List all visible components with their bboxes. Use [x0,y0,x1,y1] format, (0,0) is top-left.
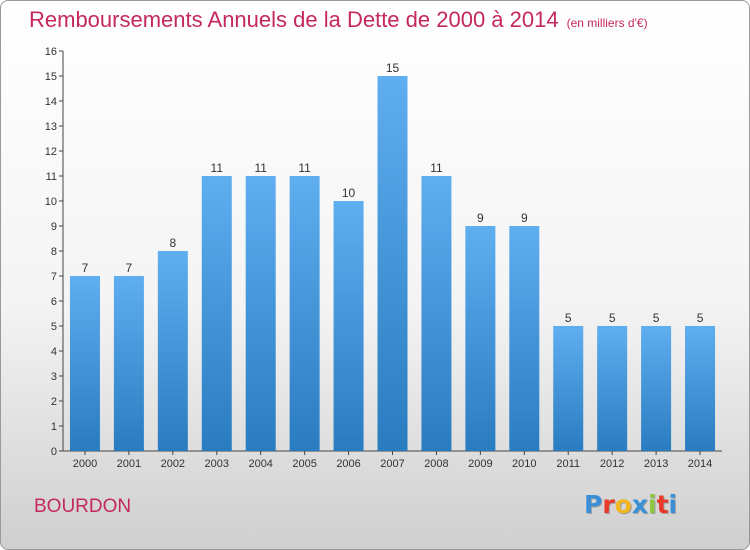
x-tick-label: 2009 [468,458,492,470]
y-tick-label: 11 [46,171,57,183]
x-tick-label: 2002 [161,458,185,470]
x-tick-label: 2014 [688,458,712,470]
bar-2012 [597,326,628,451]
data-labels: 7 7 8 11 11 11 10 15 11 9 9 5 5 5 5 [82,61,704,325]
x-tick-label: 2006 [336,458,360,470]
logo-letter: t [656,490,669,519]
data-label-2000: 7 [82,261,89,275]
logo-letter: i [668,490,678,519]
y-tick-label: 10 [45,196,57,208]
bar-2000 [69,276,100,451]
y-tick-label: 3 [51,371,57,383]
x-tick-label: 2011 [556,458,580,470]
y-tick-label: 4 [51,346,57,358]
y-tick-label: 14 [45,96,57,108]
logo-letter: i [648,490,657,519]
y-tick-label: 15 [45,71,57,83]
title-text: Remboursements Annuels de la Dette de 20… [29,7,559,32]
x-tick-label: 2013 [644,458,668,470]
data-label-2014: 5 [697,311,704,325]
y-tick-label: 1 [51,421,57,433]
bar-2007 [377,76,408,451]
y-tick-label: 6 [51,296,57,308]
x-tick-label: 2000 [73,458,97,470]
data-label-2007: 15 [386,61,400,75]
x-tick-label: 2001 [117,458,141,470]
data-label-2006: 10 [342,186,356,200]
y-tick-label: 16 [45,46,57,58]
y-tick-label: 0 [51,446,57,458]
data-label-2001: 7 [126,261,133,275]
y-tick-label: 8 [51,246,57,258]
x-tick-label: 2010 [512,458,536,470]
y-tick-label: 13 [45,121,57,133]
chart-title: Remboursements Annuels de la Dette de 20… [29,7,648,33]
bar-2013 [641,326,672,451]
data-label-2005: 11 [298,161,311,175]
bar-2002 [157,251,188,451]
y-tick-label: 9 [51,221,57,233]
x-tick-label: 2007 [380,458,404,470]
bar-2004 [245,176,276,451]
y-tick-label: 2 [51,396,57,408]
x-tick-label: 2005 [292,458,316,470]
bar-2005 [289,176,320,451]
y-tick-label: 7 [51,271,57,283]
data-label-2011: 5 [565,311,572,325]
bar-2011 [553,326,584,451]
x-tick-label: 2012 [600,458,624,470]
x-tick-label: 2003 [205,458,229,470]
logo-letter: x [631,490,648,519]
bars [69,76,716,451]
y-tick-label: 5 [51,321,57,333]
proxiti-logo: Proxiti [584,490,677,519]
data-label-2013: 5 [653,311,660,325]
bar-2014 [685,326,716,451]
logo-letter: r [602,490,615,519]
data-label-2004: 11 [254,161,267,175]
data-label-2008: 11 [430,161,443,175]
y-tick-label: 12 [45,146,57,158]
data-label-2012: 5 [609,311,616,325]
bar-2006 [333,201,364,451]
bar-2003 [201,176,232,451]
logo-letter: P [584,490,603,519]
bar-2009 [465,226,496,451]
logo-letter: o [614,490,632,519]
data-label-2002: 8 [169,236,176,250]
bar-2008 [421,176,452,451]
bar-2001 [113,276,144,451]
x-tick-label: 2008 [424,458,448,470]
commune-name: BOURDON [34,496,132,517]
data-label-2003: 11 [211,161,224,175]
data-label-2009: 9 [477,211,484,225]
data-label-2010: 9 [521,211,528,225]
x-tick-label: 2004 [248,458,272,470]
title-unit: (en milliers d'€) [566,16,648,30]
bar-2010 [509,226,540,451]
